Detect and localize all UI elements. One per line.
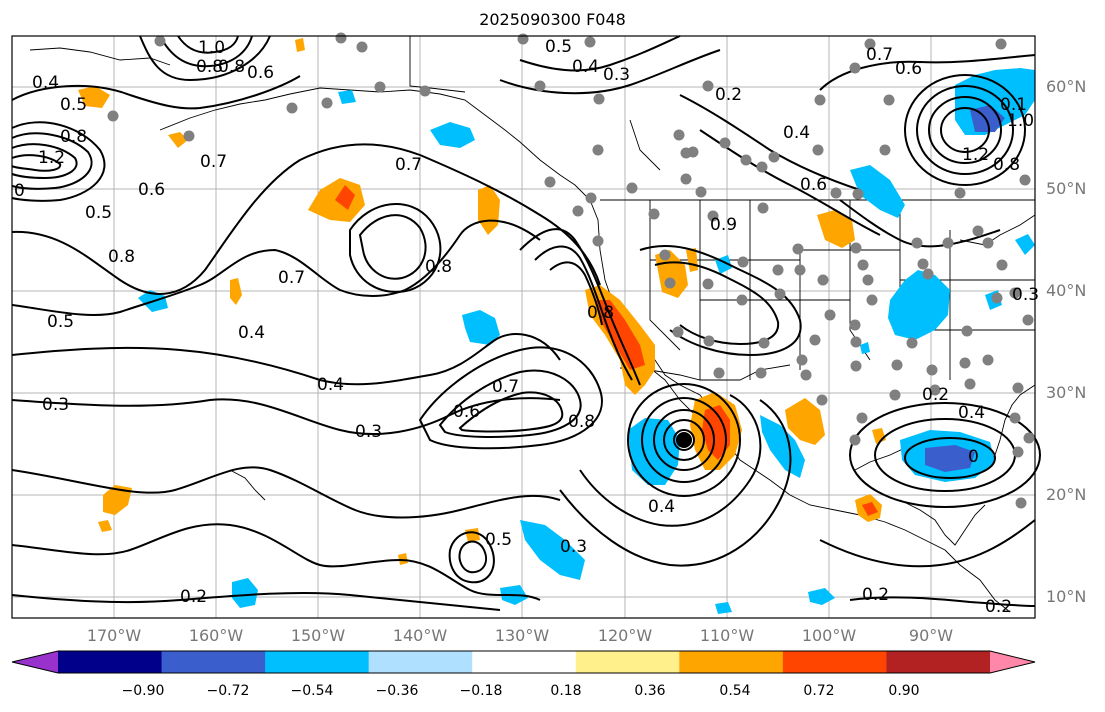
lon-label-170w: 170°W <box>86 626 142 645</box>
contour-label: 0.6 <box>453 402 480 422</box>
contour-label: 0.2 <box>985 597 1012 617</box>
contour-label: 0.2 <box>922 385 949 405</box>
contour-label: 0.5 <box>60 95 87 115</box>
contour-label: 0.7 <box>278 268 305 288</box>
contour-label: 0.8 <box>218 57 245 77</box>
colorbar-segment <box>472 651 577 673</box>
colorbar-segment <box>990 651 1035 673</box>
colorbar-tick-label: −0.18 <box>459 683 503 699</box>
contour-label: 0.8 <box>60 127 87 147</box>
lon-label-130w: 130°W <box>494 626 550 645</box>
lon-label-140w: 140°W <box>392 626 448 645</box>
contour-label: 0.4 <box>648 497 675 517</box>
contour-label: 0.4 <box>572 57 599 77</box>
colorbar-tick-label: 0.36 <box>634 683 666 699</box>
contour-label: 0.6 <box>138 180 165 200</box>
negative-shading <box>138 68 1035 614</box>
contour-label: 0.4 <box>32 73 59 93</box>
colorbar-tick-label: −0.72 <box>206 683 250 699</box>
colorbar-segment <box>265 651 370 673</box>
lon-label-120w: 120°W <box>597 626 653 645</box>
contour-label-group: 1.0 0.8 0.6 0.5 0.4 0.3 0.7 0.6 0.8 0.2 … <box>14 37 1039 617</box>
storm-center-marker <box>676 432 692 448</box>
contour-label: 1.2 <box>962 145 989 165</box>
contour-label: 0.3 <box>355 422 382 442</box>
contour-label: 0.3 <box>560 537 587 557</box>
map-title: 2025090300 F048 <box>479 10 626 29</box>
lat-label-30n: 30°N <box>1046 383 1087 402</box>
colorbar-tick-label: −0.90 <box>121 683 165 699</box>
contour-label: 0.8 <box>196 57 223 77</box>
contour-label: 0.8 <box>993 155 1020 175</box>
contour-label: 0.5 <box>47 312 74 332</box>
lon-label-160w: 160°W <box>188 626 244 645</box>
colorbar-tick-label: −0.54 <box>290 683 334 699</box>
contour-label: 0.7 <box>200 152 227 172</box>
station-markers <box>107 32 1035 509</box>
colorbar-segment <box>58 651 163 673</box>
colorbar-segment <box>161 651 266 673</box>
colorbar-segment <box>886 651 991 673</box>
colorbar-segment <box>782 651 887 673</box>
contour-label: 0.5 <box>85 203 112 223</box>
colorbar-segment <box>12 651 58 673</box>
contour-label: 0.5 <box>545 37 572 57</box>
contour-label: 0 <box>14 181 25 201</box>
lon-label-100w: 100°W <box>801 626 857 645</box>
contour-label: 0.3 <box>42 395 69 415</box>
lat-label-20n: 20°N <box>1046 485 1087 504</box>
contour-label: 0.4 <box>783 123 810 143</box>
contour-label: 0.8 <box>587 303 614 323</box>
contour-label: 0.2 <box>715 85 742 105</box>
contour-label: 0.8 <box>425 257 452 277</box>
contour-label: 0 <box>968 447 979 467</box>
contour-label: 0.2 <box>862 585 889 605</box>
contour-label: 0.6 <box>247 63 274 83</box>
contour-label: 0.7 <box>866 45 893 65</box>
lon-label-110w: 110°W <box>699 626 755 645</box>
colorbar-tick-label: 0.90 <box>888 683 920 699</box>
colorbar-segment <box>575 651 680 673</box>
map-border <box>11 35 1036 619</box>
colorbar-tick-label: 0.72 <box>803 683 835 699</box>
lat-label-60n: 60°N <box>1046 77 1087 96</box>
colorbar <box>11 650 1036 674</box>
lat-label-10n: 10°N <box>1046 587 1087 606</box>
lat-label-50n: 50°N <box>1046 179 1087 198</box>
contour-label: 0.3 <box>603 65 630 85</box>
lat-label-40n: 40°N <box>1046 281 1087 300</box>
contour-label: 1.0 <box>1007 111 1034 131</box>
contour-label: 0.7 <box>395 155 422 175</box>
contour-label: 0.4 <box>958 403 985 423</box>
contour-label: 0.6 <box>800 175 827 195</box>
contour-label: 0.7 <box>492 377 519 397</box>
contour-label: 0.4 <box>317 375 344 395</box>
colorbar-tick-label: −0.36 <box>375 683 419 699</box>
contour-label: 1.2 <box>38 148 65 168</box>
contour-label: 0.1 <box>1000 95 1027 115</box>
contour-label: 0.9 <box>710 215 737 235</box>
colorbar-outline <box>11 650 1036 674</box>
contour-lines <box>11 35 1041 611</box>
contour-label: 0.6 <box>895 59 922 79</box>
contour-label: 0.8 <box>568 412 595 432</box>
contour-label: 1.0 <box>198 38 225 58</box>
lon-label-90w: 90°W <box>908 626 954 645</box>
contour-label: 0.2 <box>180 587 207 607</box>
colorbar-tick-label: 0.54 <box>719 683 751 699</box>
colorbar-segment <box>679 651 784 673</box>
contour-label: 0.4 <box>238 323 265 343</box>
contour-label: 0.5 <box>485 530 512 550</box>
colorbar-segment <box>368 651 473 673</box>
colorbar-tick-label: 0.18 <box>550 683 582 699</box>
lon-label-150w: 150°W <box>290 626 346 645</box>
contour-label: 0.8 <box>108 247 135 267</box>
contour-label: 0.3 <box>1012 285 1039 305</box>
